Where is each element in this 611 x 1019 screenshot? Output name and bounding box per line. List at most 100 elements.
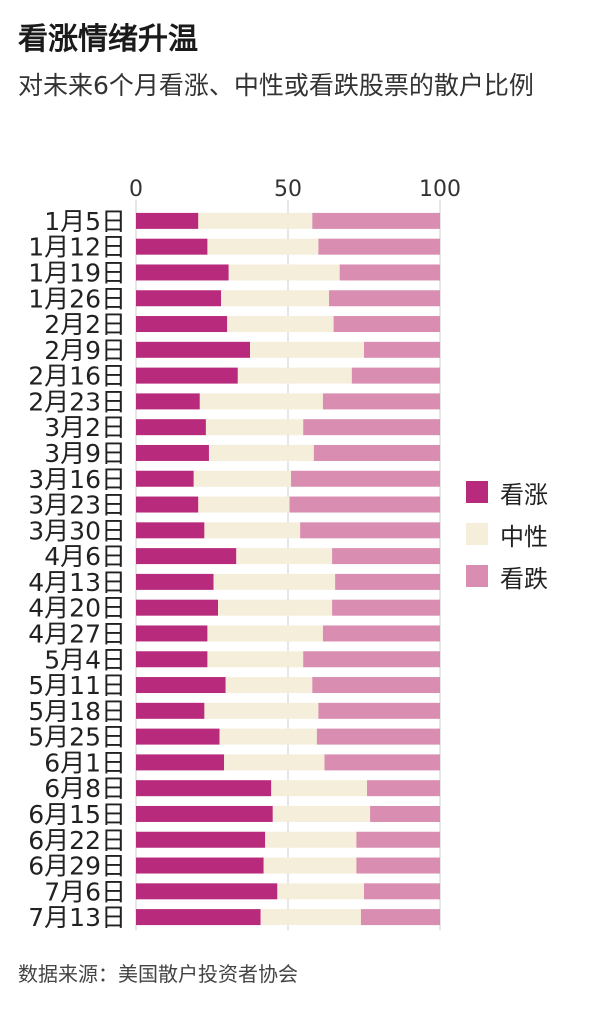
bar-bearish xyxy=(322,625,440,642)
bar-bullish xyxy=(136,548,237,565)
bar-neutral xyxy=(221,290,330,307)
bar-bearish xyxy=(332,548,440,565)
bar-neutral xyxy=(228,264,340,281)
bar-neutral xyxy=(271,780,368,797)
bar-bullish xyxy=(136,573,214,590)
y-tick-label: 4月27日 xyxy=(28,619,126,648)
bar-bullish xyxy=(136,496,199,513)
legend-label-bearish: 看跌 xyxy=(500,565,548,593)
bar-bullish xyxy=(136,264,229,281)
bar-bearish xyxy=(364,883,440,900)
y-tick-label: 6月8日 xyxy=(44,774,126,803)
bar-neutral xyxy=(224,754,325,771)
bar-neutral xyxy=(227,316,334,333)
bar-bullish xyxy=(136,367,238,384)
bar-bearish xyxy=(318,238,440,255)
source-note: 数据来源：美国散户投资者协会 xyxy=(18,962,298,986)
y-tick-label: 1月5日 xyxy=(44,207,126,236)
y-tick-label: 4月13日 xyxy=(28,568,126,597)
bar-neutral xyxy=(207,651,304,668)
bar-bullish xyxy=(136,393,200,410)
bar-bearish xyxy=(356,857,440,874)
bar-bullish xyxy=(136,419,206,436)
bar-neutral xyxy=(208,444,314,461)
bar-bearish xyxy=(313,444,440,461)
bar-bullish xyxy=(136,238,208,255)
bar-bearish xyxy=(300,522,440,539)
y-tick-label: 5月25日 xyxy=(28,723,126,752)
bar-bullish xyxy=(136,677,226,694)
y-tick-label: 7月6日 xyxy=(44,877,126,906)
y-tick-label: 2月23日 xyxy=(28,387,126,416)
bar-neutral xyxy=(219,728,317,745)
bar-bullish xyxy=(136,857,264,874)
y-tick-label: 3月9日 xyxy=(44,439,126,468)
x-tick-label: 50 xyxy=(274,177,302,202)
legend-label-neutral: 中性 xyxy=(500,523,548,551)
y-tick-label: 3月23日 xyxy=(28,491,126,520)
y-tick-label: 4月20日 xyxy=(28,594,126,623)
bar-bullish xyxy=(136,909,261,926)
bar-neutral xyxy=(204,522,301,539)
bar-bullish xyxy=(136,702,205,719)
bar-neutral xyxy=(198,496,290,513)
x-tick-label: 100 xyxy=(419,177,461,202)
bar-bearish xyxy=(322,393,440,410)
bar-bullish xyxy=(136,599,219,616)
y-tick-label: 6月22日 xyxy=(28,826,126,855)
bar-bullish xyxy=(136,651,208,668)
bar-bearish xyxy=(303,651,440,668)
chart-subtitle: 对未来6个月看涨、中性或看跌股票的散户比例 xyxy=(18,71,534,100)
y-tick-label: 3月30日 xyxy=(28,516,126,545)
bar-bearish xyxy=(289,496,440,513)
bar-bearish xyxy=(324,754,440,771)
bar-neutral xyxy=(263,857,357,874)
bar-bullish xyxy=(136,780,272,797)
y-tick-label: 6月29日 xyxy=(28,852,126,881)
bar-bearish xyxy=(360,909,440,926)
bar-neutral xyxy=(204,702,319,719)
bar-neutral xyxy=(272,805,371,822)
bar-bearish xyxy=(351,367,440,384)
y-tick-label: 6月1日 xyxy=(44,748,126,777)
bar-neutral xyxy=(207,238,319,255)
bar-neutral xyxy=(250,341,364,358)
bar-bullish xyxy=(136,316,228,333)
legend-swatch-bullish xyxy=(466,481,488,503)
bar-neutral xyxy=(193,470,292,487)
x-tick-label: 0 xyxy=(129,177,143,202)
bar-bullish xyxy=(136,831,266,848)
bar-bearish xyxy=(370,805,440,822)
bar-bearish xyxy=(333,316,440,333)
bar-bearish xyxy=(335,573,440,590)
stacked-bar-chart: 0 50 100 1月5日1月12日1月19日1月26日2月2日2月9日2月16日2月… xyxy=(28,177,461,932)
y-tick-label: 5月18日 xyxy=(28,697,126,726)
bar-bearish xyxy=(318,702,440,719)
bar-bearish xyxy=(312,677,440,694)
bar-bearish xyxy=(312,212,440,229)
y-tick-label: 2月2日 xyxy=(44,310,126,339)
y-tick-label: 5月11日 xyxy=(28,671,126,700)
y-tick-label: 6月15日 xyxy=(28,800,126,829)
bar-bullish xyxy=(136,341,250,358)
bar-neutral xyxy=(207,625,323,642)
y-tick-label: 2月16日 xyxy=(28,362,126,391)
bar-neutral xyxy=(265,831,357,848)
y-tick-label: 3月16日 xyxy=(28,465,126,494)
bar-bearish xyxy=(364,341,440,358)
y-tick-label: 1月26日 xyxy=(28,284,126,313)
legend-swatch-bearish xyxy=(466,565,488,587)
bar-neutral xyxy=(277,883,364,900)
bar-bearish xyxy=(316,728,440,745)
chart-title: 看涨情绪升温 xyxy=(18,22,198,57)
y-tick-label: 7月13日 xyxy=(28,903,126,932)
bar-bullish xyxy=(136,522,205,539)
bar-bullish xyxy=(136,805,273,822)
bar-bullish xyxy=(136,290,222,307)
bar-neutral xyxy=(199,393,323,410)
bar-bullish xyxy=(136,444,209,461)
bar-neutral xyxy=(236,548,333,565)
bar-neutral xyxy=(260,909,361,926)
bar-bearish xyxy=(356,831,440,848)
bar-bearish xyxy=(339,264,440,281)
